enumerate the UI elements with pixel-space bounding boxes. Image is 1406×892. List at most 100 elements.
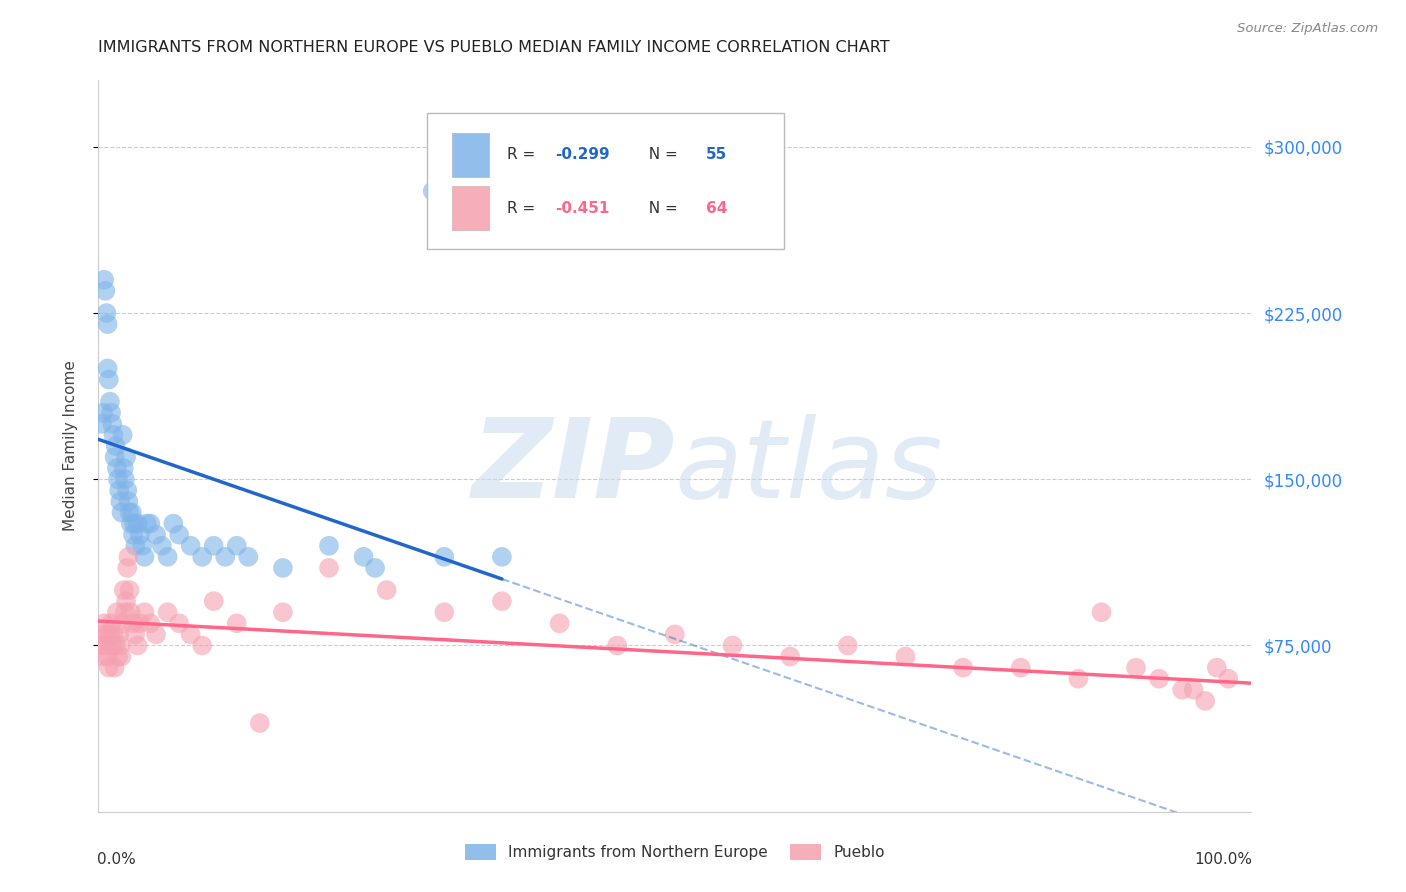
Point: [97, 317, 120, 331]
Point: [107, 472, 129, 486]
Point: [167, 527, 190, 541]
Point: [156, 605, 179, 619]
Point: [1067, 672, 1090, 686]
Point: [90, 649, 112, 664]
Point: [202, 594, 225, 608]
Point: [318, 539, 340, 553]
Point: [118, 506, 141, 520]
Point: [124, 627, 146, 641]
Point: [129, 616, 152, 631]
Point: [97, 372, 120, 386]
Point: [167, 616, 190, 631]
Point: [156, 549, 179, 564]
Point: [122, 516, 145, 531]
Point: [122, 616, 145, 631]
Point: [93, 616, 115, 631]
Text: R =: R =: [506, 147, 540, 162]
Point: [134, 549, 156, 564]
Point: [202, 539, 225, 553]
Text: 64: 64: [706, 201, 727, 216]
Point: [180, 627, 202, 641]
Point: [114, 605, 136, 619]
Point: [101, 639, 124, 653]
Point: [93, 273, 115, 287]
Point: [271, 561, 294, 575]
Text: R =: R =: [506, 201, 540, 216]
Point: [124, 539, 146, 553]
Point: [129, 527, 152, 541]
Point: [1090, 605, 1112, 619]
Point: [110, 649, 132, 664]
Point: [145, 627, 167, 641]
Point: [103, 627, 125, 641]
Point: [107, 649, 129, 664]
Point: [122, 527, 145, 541]
Point: [491, 549, 513, 564]
Point: [180, 539, 202, 553]
Point: [491, 594, 513, 608]
Point: [112, 583, 135, 598]
Y-axis label: Median Family Income: Median Family Income: [63, 360, 77, 532]
Point: [96, 306, 118, 320]
Point: [318, 561, 340, 575]
Point: [225, 539, 247, 553]
Text: Source: ZipAtlas.com: Source: ZipAtlas.com: [1237, 22, 1378, 36]
Point: [145, 527, 167, 541]
Text: N =: N =: [640, 147, 683, 162]
Point: [375, 583, 398, 598]
Point: [97, 361, 120, 376]
Point: [103, 428, 125, 442]
Point: [150, 539, 173, 553]
Point: [721, 639, 744, 653]
Point: [105, 461, 128, 475]
Point: [1205, 660, 1227, 674]
Point: [548, 616, 571, 631]
Point: [139, 616, 162, 631]
Point: [104, 439, 127, 453]
Point: [1125, 660, 1147, 674]
Text: N =: N =: [640, 201, 683, 216]
Point: [120, 516, 142, 531]
Point: [249, 716, 271, 731]
Point: [94, 284, 117, 298]
Text: 100.0%: 100.0%: [1195, 852, 1253, 867]
Point: [97, 660, 120, 674]
Point: [117, 494, 139, 508]
Point: [127, 516, 149, 531]
Point: [1182, 682, 1205, 697]
Point: [271, 605, 294, 619]
Point: [114, 472, 136, 486]
Point: [433, 549, 456, 564]
Point: [191, 549, 214, 564]
Text: 0.0%: 0.0%: [97, 852, 136, 867]
Point: [422, 184, 444, 198]
Point: [110, 639, 132, 653]
Point: [104, 639, 127, 653]
Point: [115, 594, 138, 608]
Point: [117, 549, 139, 564]
Text: IMMIGRANTS FROM NORTHERN EUROPE VS PUEBLO MEDIAN FAMILY INCOME CORRELATION CHART: IMMIGRANTS FROM NORTHERN EUROPE VS PUEBL…: [98, 40, 890, 55]
Text: -0.299: -0.299: [555, 147, 610, 162]
Point: [111, 616, 134, 631]
Point: [135, 516, 157, 531]
Point: [117, 483, 139, 498]
Point: [98, 394, 121, 409]
Point: [98, 627, 121, 641]
Point: [90, 639, 112, 653]
Point: [433, 605, 456, 619]
Point: [134, 605, 156, 619]
Point: [952, 660, 974, 674]
Point: [97, 649, 120, 664]
Point: [364, 561, 387, 575]
Point: [127, 639, 149, 653]
Text: atlas: atlas: [675, 415, 943, 522]
Point: [103, 660, 125, 674]
FancyBboxPatch shape: [453, 186, 489, 230]
Point: [1147, 672, 1170, 686]
Point: [110, 494, 132, 508]
Point: [1218, 672, 1240, 686]
Point: [225, 616, 247, 631]
Text: 55: 55: [706, 147, 727, 162]
FancyBboxPatch shape: [453, 133, 489, 177]
Point: [837, 639, 859, 653]
